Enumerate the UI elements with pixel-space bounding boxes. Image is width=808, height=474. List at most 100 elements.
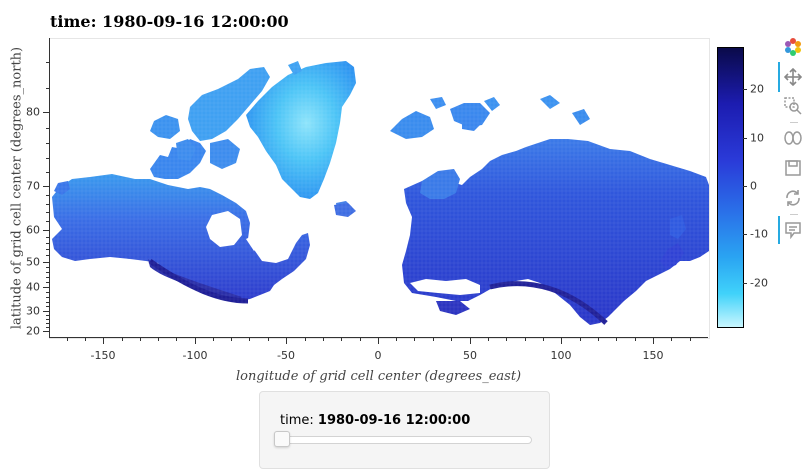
colorbar-tick [743, 89, 747, 90]
x-minor-tick [305, 338, 306, 341]
time-slider-handle[interactable] [274, 431, 290, 447]
y-minor-tick [46, 306, 49, 307]
y-tick [43, 230, 49, 231]
pan-icon[interactable] [781, 65, 805, 89]
y-tick [43, 287, 49, 288]
x-minor-tick [506, 338, 507, 341]
colorbar-tick [743, 283, 747, 284]
y-tick-label: 60 [26, 223, 40, 237]
save-icon[interactable] [781, 156, 805, 180]
x-tick-label: -100 [182, 349, 208, 362]
x-minor-tick [341, 338, 342, 341]
x-minor-tick [451, 338, 452, 341]
y-minor-tick [46, 128, 49, 129]
y-minor-tick [46, 249, 49, 250]
y-axis-line [49, 38, 50, 338]
x-minor-tick [396, 338, 397, 341]
x-minor-tick [580, 338, 581, 341]
y-minor-tick [46, 255, 49, 256]
colorbar-tick [743, 138, 747, 139]
x-minor-tick [690, 338, 691, 341]
y-tick-label: 80 [26, 105, 40, 119]
colorbar-tick-label: -10 [750, 227, 768, 241]
colorbar-tick-label: 0 [750, 179, 757, 193]
x-tick [103, 338, 104, 344]
y-tick-label: 40 [26, 280, 40, 294]
x-minor-tick [616, 338, 617, 341]
time-slider-label: time: 1980-09-16 12:00:00 [280, 413, 470, 428]
y-minor-tick [46, 282, 49, 283]
colorbar-tick-label: 20 [750, 82, 764, 96]
plot-toolbar [778, 34, 808, 284]
active-tool-indicator [778, 62, 780, 92]
y-tick [43, 262, 49, 263]
y-minor-tick [46, 88, 49, 89]
y-minor-tick [46, 327, 49, 328]
x-minor-tick [268, 338, 269, 341]
y-tick [43, 112, 49, 113]
colorbar-tick-label: -20 [750, 276, 768, 290]
y-minor-tick [46, 243, 49, 244]
x-tick [561, 338, 562, 344]
x-tick [195, 338, 196, 344]
x-tick-label: 50 [463, 349, 477, 362]
x-minor-tick [488, 338, 489, 341]
x-minor-tick [85, 338, 86, 341]
x-minor-tick [213, 338, 214, 341]
x-minor-tick [140, 338, 141, 341]
y-minor-tick [46, 277, 49, 278]
y-axis-label: latitude of grid cell center (degrees_no… [9, 46, 25, 330]
hover-icon[interactable] [781, 218, 805, 242]
x-tick [470, 338, 471, 344]
y-minor-tick [46, 62, 49, 63]
y-minor-tick [46, 172, 49, 173]
y-tick-label: 50 [26, 255, 40, 269]
y-tick [43, 331, 49, 332]
time-value: 1980-09-16 12:00:00 [317, 413, 471, 428]
toolbar-separator [790, 122, 798, 123]
x-minor-tick [598, 338, 599, 341]
wheel-zoom-icon[interactable] [781, 126, 805, 150]
plot-title: time: 1980-09-16 12:00:00 [50, 12, 289, 31]
x-minor-tick [176, 338, 177, 341]
y-minor-tick [46, 297, 49, 298]
x-minor-tick [122, 338, 123, 341]
plot-area[interactable] [49, 38, 710, 339]
y-tick [43, 186, 49, 187]
x-tick-label: 0 [374, 349, 382, 362]
y-minor-tick [46, 272, 49, 273]
x-tick [653, 338, 654, 344]
temperature-map [50, 39, 709, 338]
toolbar-separator [790, 214, 798, 215]
time-slider-track[interactable] [282, 436, 532, 444]
time-label-text: time: [280, 413, 314, 428]
x-tick [378, 338, 379, 344]
x-minor-tick [414, 338, 415, 341]
x-minor-tick [249, 338, 250, 341]
x-axis-label: longitude of grid cell center (degrees_e… [236, 369, 522, 384]
x-tick [286, 338, 287, 344]
bokeh-logo-icon[interactable] [781, 35, 805, 59]
x-minor-tick [543, 338, 544, 341]
x-tick-label: -150 [90, 349, 116, 362]
x-axis-line [49, 337, 708, 338]
y-tick [43, 311, 49, 312]
time-slider-widget: time: 1980-09-16 12:00:00 [259, 391, 550, 469]
x-minor-tick [67, 338, 68, 341]
x-tick-label: 100 [550, 349, 572, 362]
y-minor-tick [46, 292, 49, 293]
reset-icon[interactable] [781, 186, 805, 210]
box-zoom-icon[interactable] [781, 94, 805, 118]
active-tool-indicator [778, 216, 780, 244]
x-tick-label: 150 [642, 349, 664, 362]
y-minor-tick [46, 212, 49, 213]
x-minor-tick [323, 338, 324, 341]
x-minor-tick [231, 338, 232, 341]
x-minor-tick [433, 338, 434, 341]
colorbar [717, 47, 744, 328]
colorbar-tick [743, 234, 747, 235]
y-minor-tick [46, 195, 49, 196]
x-tick-label: -50 [277, 349, 295, 362]
y-minor-tick [46, 143, 49, 144]
colorbar-tick [743, 186, 747, 187]
